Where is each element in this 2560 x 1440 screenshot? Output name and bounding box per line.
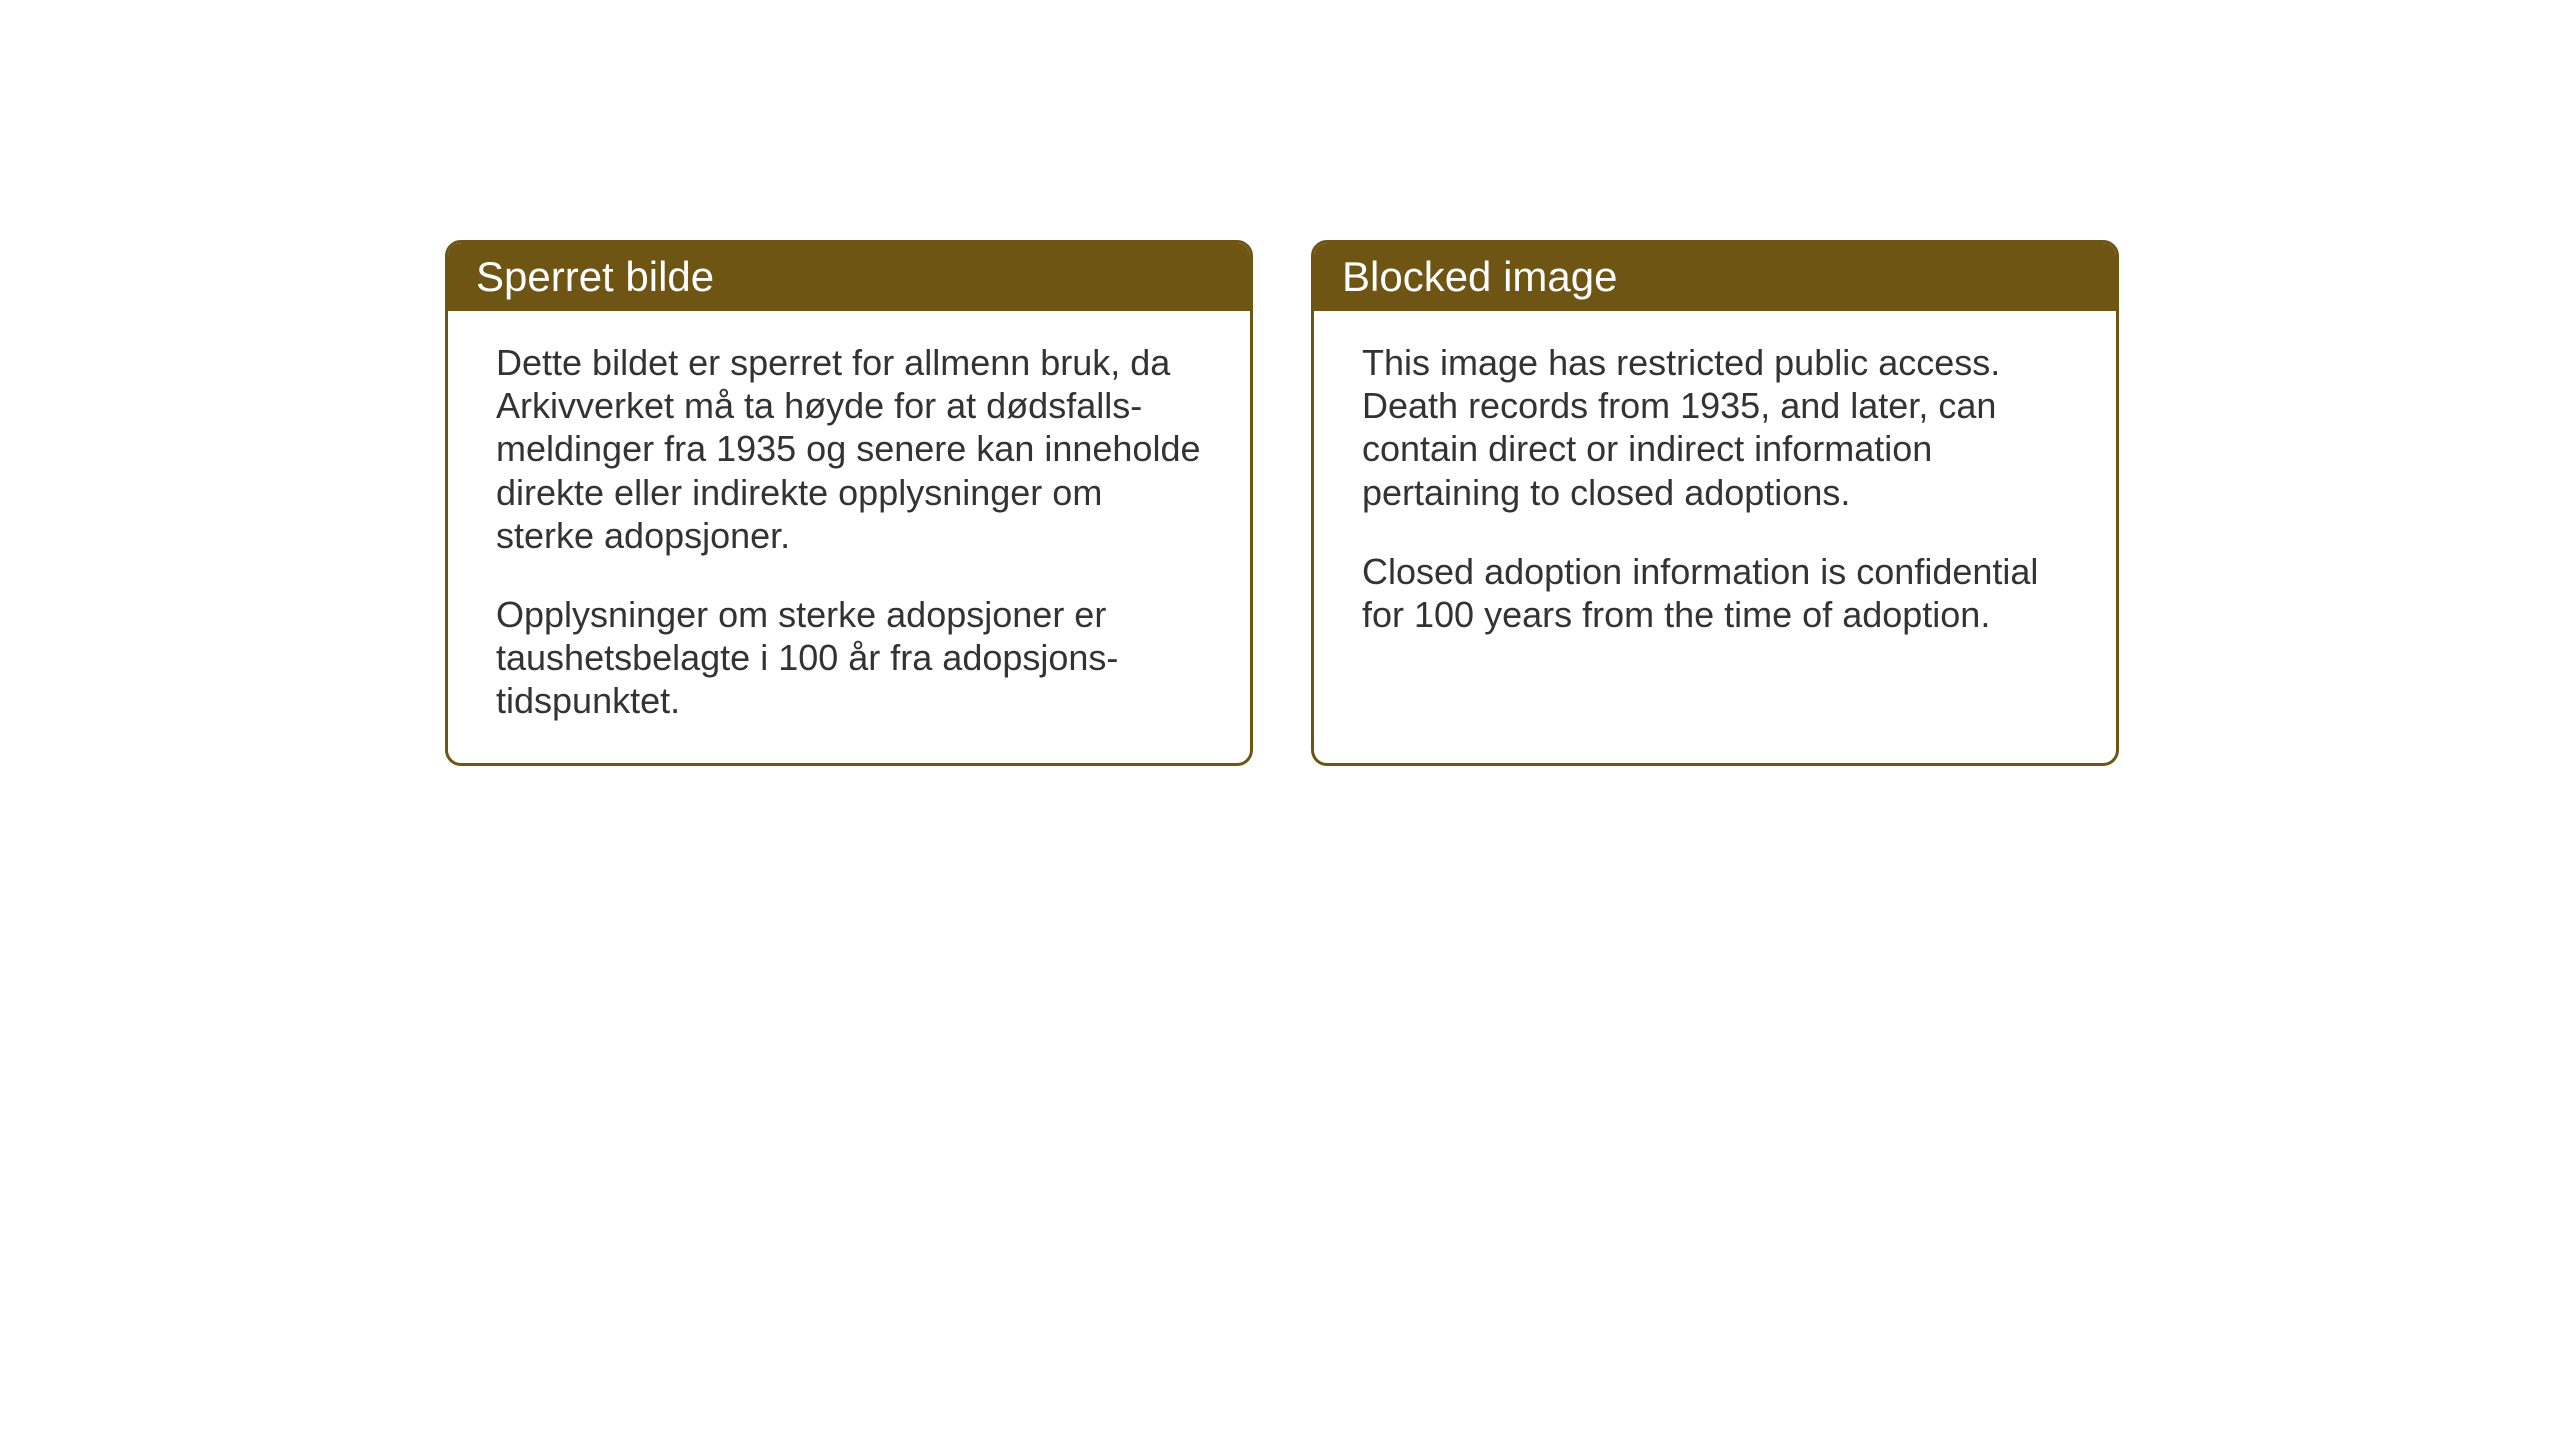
english-title: Blocked image xyxy=(1342,253,1617,300)
english-paragraph-1: This image has restricted public access.… xyxy=(1362,341,2068,514)
norwegian-title: Sperret bilde xyxy=(476,253,714,300)
english-card-header: Blocked image xyxy=(1314,243,2116,311)
english-card-body: This image has restricted public access.… xyxy=(1314,311,2116,676)
notice-container: Sperret bilde Dette bildet er sperret fo… xyxy=(445,240,2119,766)
english-paragraph-2: Closed adoption information is confident… xyxy=(1362,550,2068,636)
norwegian-paragraph-2: Opplysninger om sterke adopsjoner er tau… xyxy=(496,593,1202,723)
norwegian-card-body: Dette bildet er sperret for allmenn bruk… xyxy=(448,311,1250,763)
norwegian-notice-card: Sperret bilde Dette bildet er sperret fo… xyxy=(445,240,1253,766)
norwegian-paragraph-1: Dette bildet er sperret for allmenn bruk… xyxy=(496,341,1202,557)
norwegian-card-header: Sperret bilde xyxy=(448,243,1250,311)
english-notice-card: Blocked image This image has restricted … xyxy=(1311,240,2119,766)
